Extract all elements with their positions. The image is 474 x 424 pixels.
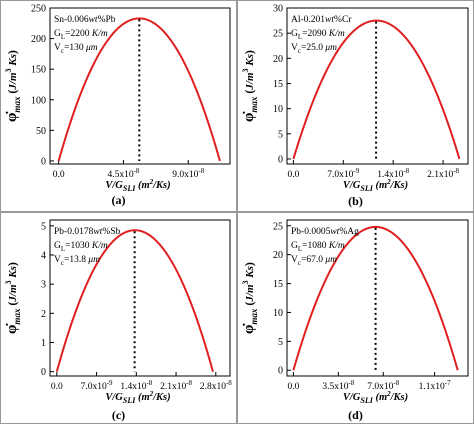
x-axis-label: V/GSLI (m2/Ks) — [105, 390, 170, 405]
x-tick-label: 7.0x10-8 — [367, 379, 399, 392]
annotation-text: Al-0.201wt%Cr — [291, 15, 352, 25]
y-tick-label: 200 — [31, 34, 46, 45]
y-tick-label: 0 — [41, 156, 46, 167]
y-tick-label: 15 — [273, 79, 283, 90]
y-tick-label: 25 — [273, 29, 283, 40]
y-tick-label: 50 — [36, 126, 46, 137]
x-tick-label: 1.4x10-8 — [120, 379, 152, 392]
x-tick-label: 1.1x10-7 — [419, 379, 451, 392]
panel-caption: (a) — [112, 193, 126, 207]
plot-frame — [286, 7, 469, 165]
y-tick-label: 5 — [41, 221, 46, 232]
annotation-text: Vc=13.8 μm — [54, 255, 100, 267]
chart-panel-a: 0 50 100 150 200 250 0.0 4.5x10-8 9.0x10-8 Sn-0.0… — [0, 0, 237, 212]
panel-caption: (c) — [112, 408, 125, 422]
annotation-text: Pb-0.0178wt%Sb — [54, 227, 121, 237]
x-tick-label: 2.1x10-8 — [427, 167, 459, 180]
panel-caption: (b) — [348, 194, 363, 208]
chart-panel-c: 0 1 2 3 4 5 0.0 7.0x10-9 1.4x10-8 2.1x10-8 2.8x10-… — [0, 212, 237, 424]
y-tick-label: 150 — [31, 65, 46, 76]
annotation-text: Vc=67.0 μm — [291, 255, 337, 267]
y-tick-label: 30 — [273, 4, 283, 15]
plot-frame — [49, 219, 231, 377]
panel-border — [0, 0, 237, 212]
x-tick-label: 0.0 — [287, 170, 299, 180]
plot-frame — [286, 219, 469, 377]
annotation-text: GL=1080 K/m — [291, 241, 345, 253]
x-axis-label: V/GSLI (m2/Ks) — [343, 178, 408, 193]
y-tick-label: 0 — [41, 367, 46, 378]
series-line — [292, 19, 461, 160]
x-axis-label: V/GSLI (m2/Ks) — [105, 178, 170, 193]
y-tick-label: 20 — [273, 250, 283, 261]
plot-frame — [49, 7, 231, 165]
y-tick-label: 2 — [41, 309, 46, 320]
series-line — [292, 225, 459, 371]
x-tick-label: 1.4x10-8 — [377, 167, 409, 180]
y-tick-label: 5 — [278, 337, 283, 348]
series-line — [57, 17, 221, 162]
y-tick-label: 1 — [41, 338, 46, 349]
x-tick-label: 2.8x10-8 — [200, 379, 232, 392]
x-tick-label: 0.0 — [53, 170, 65, 180]
y-tick-label: 10 — [273, 104, 283, 115]
annotation-text: Vc=130 μm — [54, 43, 98, 55]
x-tick-label: 7.0x10-9 — [81, 379, 113, 392]
x-tick-label: 7.0x10-9 — [327, 167, 359, 180]
y-tick-label: 0 — [278, 154, 283, 165]
chart-panel-b: 0 5 10 15 20 25 30 0.0 7.0x10-9 1.4x10-8 2.1x10-8 A… — [237, 0, 474, 212]
annotation-text: GL=2090 K/m — [291, 29, 345, 41]
y-tick-label: 5 — [278, 129, 283, 140]
x-tick-label: 4.5x10-8 — [107, 167, 139, 180]
y-tick-label: 0 — [278, 366, 283, 377]
y-tick-label: 15 — [273, 279, 283, 290]
y-tick-label: 250 — [31, 4, 46, 15]
chart-panel-d: 0 5 10 15 20 25 0.0 3.5x10-8 7.0x10-8 1.1x10-7 Pb-… — [237, 212, 474, 424]
x-axis-label: V/GSLI (m2/Ks) — [343, 390, 408, 405]
x-tick-label: 0.0 — [51, 382, 63, 392]
annotation-text: GL=2200 K/m — [54, 29, 108, 41]
annotation-text: Vc=25.0 μm — [291, 43, 337, 55]
panel-caption: (d) — [348, 408, 363, 422]
x-tick-label: 0.0 — [287, 382, 299, 392]
series-line — [55, 229, 214, 372]
x-tick-label: 9.0x10-8 — [172, 167, 204, 180]
y-axis-label: φ̇max (J/m3 Ks) — [4, 50, 22, 122]
y-axis-label: φ̇max (J/m3 Ks) — [241, 50, 259, 122]
y-tick-label: 25 — [273, 221, 283, 232]
y-tick-label: 10 — [273, 308, 283, 319]
y-tick-label: 100 — [31, 95, 46, 106]
x-tick-label: 3.5x10-8 — [322, 379, 354, 392]
annotation-text: Pb-0.0005wt%Ag — [291, 227, 359, 237]
y-axis-label: φ̇max (J/m3 Ks) — [241, 262, 259, 334]
y-tick-label: 3 — [41, 280, 46, 291]
y-tick-label: 4 — [41, 250, 46, 261]
y-axis-label: φ̇max (J/m3 Ks) — [4, 262, 22, 334]
x-tick-label: 2.1x10-8 — [160, 379, 192, 392]
annotation-text: GL=1030 K/m — [54, 241, 108, 253]
y-tick-label: 20 — [273, 54, 283, 65]
annotation-text: Sn-0.006wt%Pb — [54, 15, 116, 25]
